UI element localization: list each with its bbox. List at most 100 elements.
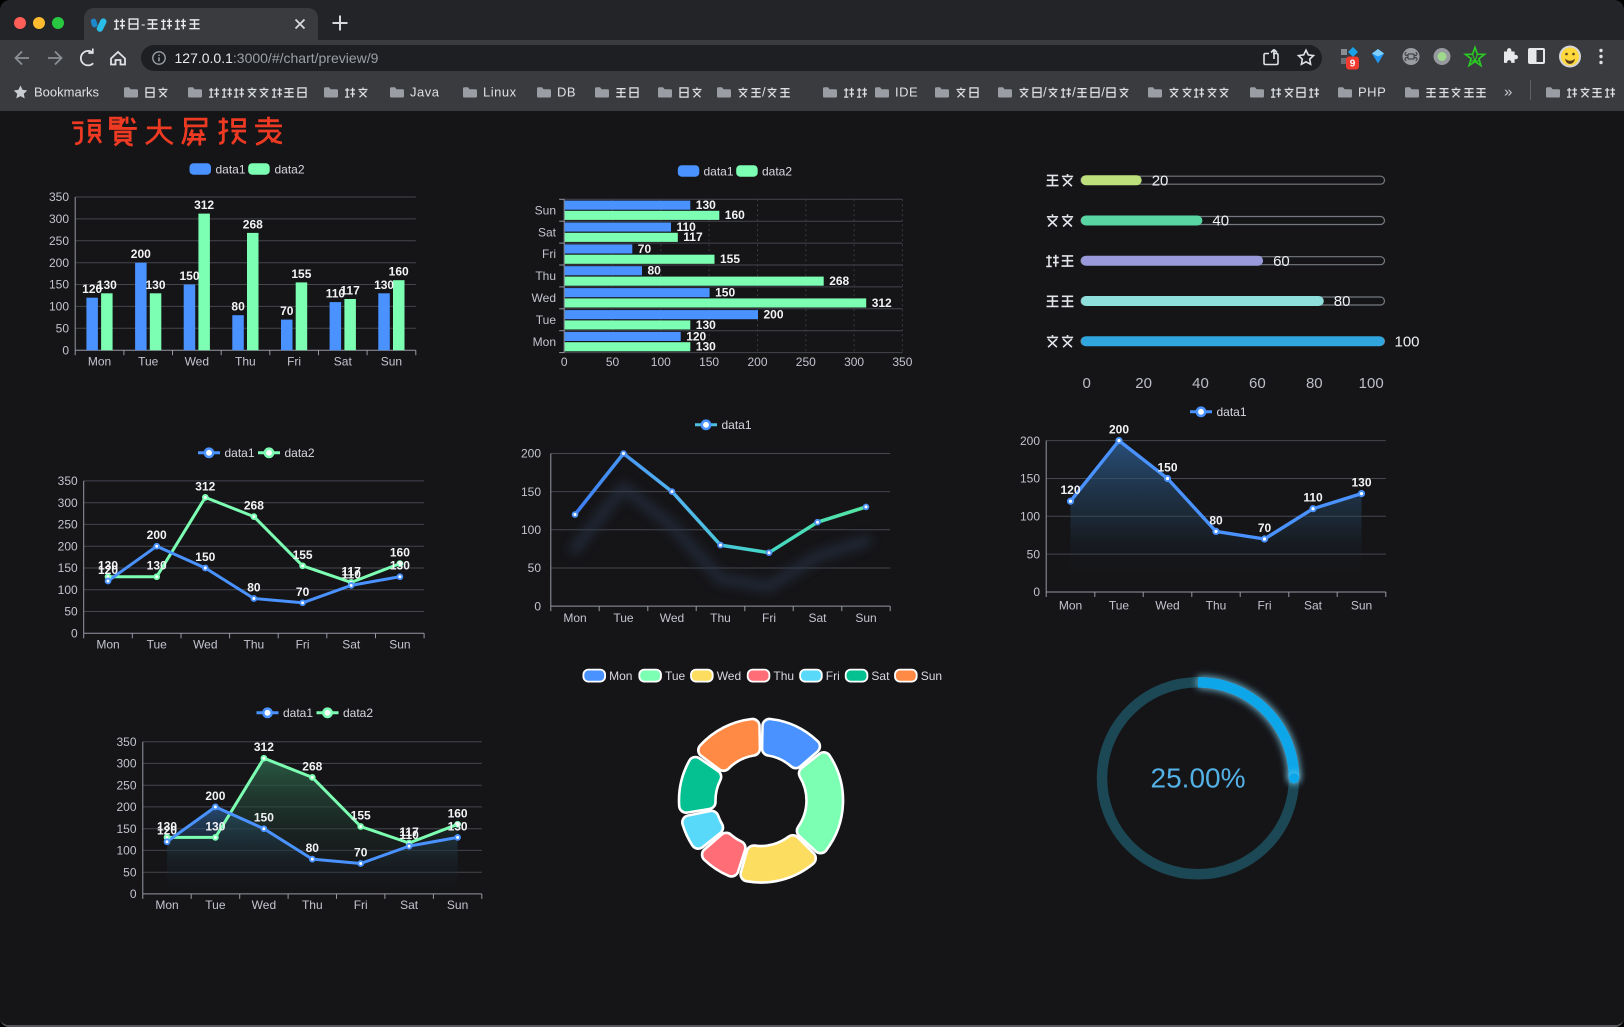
svg-text:155: 155 <box>351 809 371 823</box>
svg-text:350: 350 <box>116 735 136 749</box>
svg-text:130: 130 <box>1351 476 1371 490</box>
svg-text:300: 300 <box>58 496 78 510</box>
svg-text:160: 160 <box>389 265 409 279</box>
svg-text:50: 50 <box>528 561 542 575</box>
svg-text:130: 130 <box>205 819 225 833</box>
svg-text:Tue: Tue <box>1109 599 1130 613</box>
svg-text:data1: data1 <box>704 164 734 178</box>
svg-text:50: 50 <box>606 355 620 369</box>
svg-text:130: 130 <box>157 819 177 833</box>
svg-text:Tue: Tue <box>147 638 168 652</box>
svg-text:20: 20 <box>1135 375 1152 392</box>
svg-text:0: 0 <box>1083 375 1091 392</box>
svg-text:130: 130 <box>97 278 117 292</box>
svg-text:130: 130 <box>696 318 716 332</box>
svg-text:Mon: Mon <box>609 669 632 683</box>
svg-text:150: 150 <box>254 811 274 825</box>
svg-text:200: 200 <box>131 247 151 261</box>
svg-text:60: 60 <box>1273 253 1290 270</box>
svg-text:100: 100 <box>116 844 136 858</box>
svg-text:Wed: Wed <box>660 611 684 625</box>
svg-text:Sat: Sat <box>400 898 419 912</box>
svg-text:Fri: Fri <box>1258 599 1272 613</box>
svg-text:130: 130 <box>696 198 716 212</box>
svg-text:160: 160 <box>390 546 410 560</box>
svg-text:200: 200 <box>49 256 69 270</box>
svg-text:Thu: Thu <box>773 669 794 683</box>
svg-text:200: 200 <box>205 789 225 803</box>
svg-text:0: 0 <box>71 627 78 641</box>
svg-text:Thu: Thu <box>244 638 265 652</box>
svg-text:300: 300 <box>844 355 864 369</box>
svg-text:Sat: Sat <box>538 225 557 239</box>
svg-text:150: 150 <box>715 286 735 300</box>
svg-text:Sun: Sun <box>389 638 410 652</box>
svg-text:Sat: Sat <box>871 669 890 683</box>
svg-text:70: 70 <box>354 846 368 860</box>
svg-text:Tue: Tue <box>665 669 686 683</box>
svg-text:data1: data1 <box>1217 405 1247 419</box>
svg-text:80: 80 <box>1306 375 1323 392</box>
svg-text:Wed: Wed <box>532 291 556 305</box>
svg-text:150: 150 <box>521 485 541 499</box>
svg-text:Sat: Sat <box>342 638 361 652</box>
svg-text:70: 70 <box>638 242 652 256</box>
svg-text:120: 120 <box>157 824 177 838</box>
svg-text:160: 160 <box>725 208 745 222</box>
svg-text:Sat: Sat <box>334 355 353 369</box>
svg-text:Mon: Mon <box>88 355 111 369</box>
svg-text:312: 312 <box>254 740 274 754</box>
svg-text:Fri: Fri <box>762 611 776 625</box>
svg-text:Sun: Sun <box>855 611 876 625</box>
svg-text:40: 40 <box>1192 375 1209 392</box>
svg-text:data2: data2 <box>285 446 315 460</box>
svg-text:Wed: Wed <box>193 638 217 652</box>
svg-text:250: 250 <box>58 518 78 532</box>
svg-text:350: 350 <box>49 190 69 204</box>
svg-text:data1: data1 <box>722 418 752 432</box>
svg-text:150: 150 <box>1157 461 1177 475</box>
svg-text:117: 117 <box>399 825 419 839</box>
svg-text:Fri: Fri <box>287 355 301 369</box>
svg-text:120: 120 <box>1060 483 1080 497</box>
svg-text:Wed: Wed <box>185 355 209 369</box>
svg-text:268: 268 <box>244 499 264 513</box>
svg-text:20: 20 <box>1152 172 1169 189</box>
svg-text:Mon: Mon <box>1059 599 1082 613</box>
svg-text:200: 200 <box>747 355 767 369</box>
svg-text:200: 200 <box>521 447 541 461</box>
svg-text:60: 60 <box>1249 375 1266 392</box>
svg-text:Tue: Tue <box>613 611 634 625</box>
svg-text:40: 40 <box>1212 213 1229 230</box>
svg-text:80: 80 <box>231 300 245 314</box>
svg-text:50: 50 <box>56 322 70 336</box>
svg-text:Tue: Tue <box>205 898 226 912</box>
svg-text:200: 200 <box>147 528 167 542</box>
svg-text:70: 70 <box>1258 521 1272 535</box>
svg-text:Sun: Sun <box>1351 599 1372 613</box>
svg-text:120: 120 <box>82 282 102 296</box>
svg-text:data1: data1 <box>225 446 255 460</box>
svg-text:110: 110 <box>326 287 346 301</box>
svg-text:Mon: Mon <box>155 898 178 912</box>
svg-text:117: 117 <box>340 284 360 298</box>
svg-text:130: 130 <box>98 559 118 573</box>
svg-text:130: 130 <box>448 819 468 833</box>
svg-text:0: 0 <box>561 355 568 369</box>
svg-text:0: 0 <box>534 599 541 613</box>
svg-text:200: 200 <box>116 800 136 814</box>
svg-text:70: 70 <box>296 585 310 599</box>
svg-text:268: 268 <box>302 759 322 773</box>
svg-text:110: 110 <box>1303 491 1323 505</box>
svg-text:Thu: Thu <box>302 898 323 912</box>
svg-text:100: 100 <box>58 583 78 597</box>
svg-text:data1: data1 <box>216 162 246 176</box>
svg-text:Thu: Thu <box>1206 599 1227 613</box>
svg-text:130: 130 <box>390 559 410 573</box>
svg-text:150: 150 <box>179 269 199 283</box>
svg-text:Mon: Mon <box>96 638 119 652</box>
svg-text:150: 150 <box>1020 472 1040 486</box>
svg-text:70: 70 <box>280 304 294 318</box>
svg-text:Sat: Sat <box>1304 599 1323 613</box>
svg-text:100: 100 <box>49 300 69 314</box>
